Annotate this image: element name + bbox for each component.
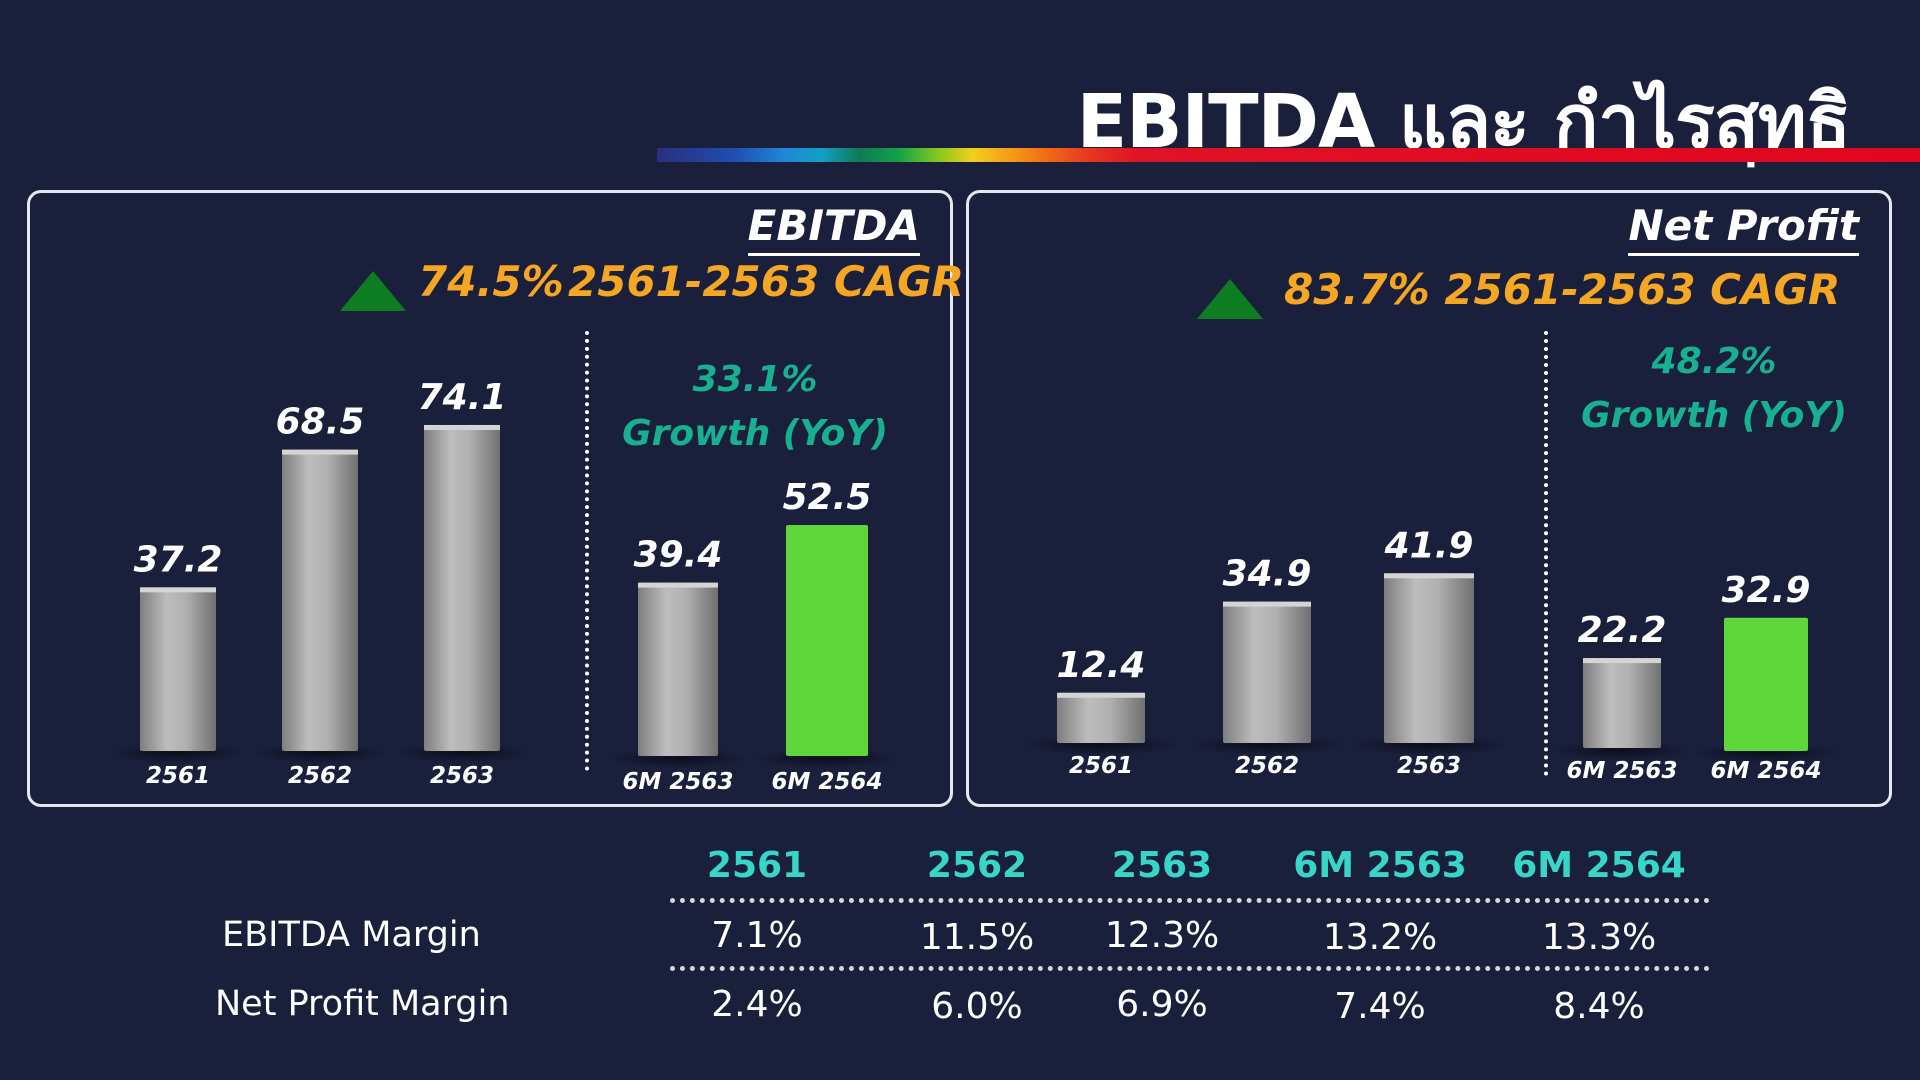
bar-2562: [1223, 601, 1311, 743]
category-label: 2561: [146, 763, 210, 789]
table-header-2561: 2561: [706, 845, 808, 886]
bar-2562: [282, 449, 358, 751]
category-label: 2562: [1235, 753, 1299, 779]
data-label: 74.1: [418, 377, 507, 418]
ebitda-chart-panel: EBITDA 74.5% 2561-2563 CAGR 33.1% Growth…: [27, 190, 964, 807]
net-profit-growth-label: Growth (YoY): [1581, 395, 1847, 436]
category-label: 2563: [1397, 753, 1461, 779]
data-label: 37.2: [134, 539, 223, 580]
bar-top-highlight: [1384, 573, 1474, 579]
net-profit-bar-chart: 12.4 2561 34.9 2562 41.9 2563 22.2 6M 2563 32.9 6…: [1021, 525, 1842, 784]
bar-6m-2563: [1583, 658, 1661, 748]
ebitda-cagr-period: 2561-2563 CAGR: [568, 257, 964, 306]
up-arrow-icon: [1197, 279, 1263, 319]
bar-2563: [424, 424, 500, 751]
net-profit-growth-value: 48.2%: [1651, 341, 1777, 382]
bar-2561: [140, 587, 216, 751]
data-label: 39.4: [634, 535, 723, 576]
table-cell: 11.5%: [919, 917, 1035, 958]
table-header-2563: 2563: [1111, 845, 1213, 886]
category-label: 6M 2563: [623, 769, 734, 795]
rainbow-accent-bar: [657, 148, 1920, 162]
data-label: 68.5: [276, 402, 365, 443]
category-label: 2563: [430, 763, 494, 789]
data-label: 34.9: [1223, 554, 1312, 595]
table-cell: 6.9%: [1116, 984, 1208, 1025]
ebitda-bar-chart: 37.2 2561 68.5 2562 74.1 2563 39.4 6M 2563 52.5 6…: [109, 377, 901, 795]
table-cell: 6.0%: [931, 986, 1023, 1027]
table-divider: [670, 966, 1710, 971]
table-header-2562: 2562: [926, 845, 1028, 886]
data-label: 22.2: [1578, 610, 1667, 651]
net-profit-growth: 48.2% Growth (YoY): [1549, 335, 1879, 443]
row-label-net-profit-margin: Net Profit Margin: [215, 984, 510, 1024]
ebitda-growth-value: 33.1%: [692, 359, 818, 400]
table-cell: 13.2%: [1322, 917, 1438, 958]
bar-2563: [1384, 573, 1474, 743]
net-profit-divider: [1544, 331, 1548, 776]
category-label: 6M 2564: [1711, 758, 1822, 784]
bar-6m-2564: [786, 525, 868, 756]
table-cell: 13.3%: [1541, 917, 1657, 958]
up-arrow-icon: [340, 271, 406, 311]
bar-top-highlight: [1223, 601, 1311, 607]
data-label: 41.9: [1384, 525, 1474, 566]
data-label: 32.9: [1722, 570, 1811, 611]
ebitda-cagr-value: 74.5%: [418, 257, 564, 306]
category-label: 2561: [1069, 753, 1133, 779]
net-profit-panel-title: Net Profit: [1628, 201, 1859, 257]
table-cell: 2.4%: [711, 984, 803, 1025]
ebitda-panel-title: EBITDA: [747, 201, 920, 257]
category-label: 2562: [288, 763, 352, 789]
net-profit-chart-panel: Net Profit 83.7% 2561-2563 CAGR 48.2% Gr…: [966, 190, 1892, 807]
bar-top-highlight: [1057, 692, 1145, 698]
bar-top-highlight: [282, 449, 358, 455]
bar-top-highlight: [140, 587, 216, 593]
table-cell: 12.3%: [1104, 915, 1220, 956]
data-label: 52.5: [783, 477, 872, 518]
ebitda-growth-label: Growth (YoY): [622, 413, 888, 454]
category-label: 6M 2564: [772, 769, 883, 795]
category-label: 6M 2563: [1567, 758, 1678, 784]
bar-6m-2564: [1724, 617, 1808, 751]
row-label-ebitda-margin: EBITDA Margin: [222, 915, 481, 955]
table-header-6m-2563: 6M 2563: [1293, 845, 1467, 886]
bar-6m-2563: [638, 582, 718, 756]
table-cell: 7.1%: [711, 915, 803, 956]
net-profit-cagr: 83.7% 2561-2563 CAGR: [1284, 265, 1841, 314]
table-divider: [670, 898, 1710, 903]
ebitda-divider: [585, 331, 589, 771]
data-label: 12.4: [1057, 645, 1146, 686]
bar-2561: [1057, 692, 1145, 743]
ebitda-growth: 33.1% Growth (YoY): [590, 353, 920, 461]
bar-top-highlight: [424, 424, 500, 430]
table-cell: 7.4%: [1334, 986, 1426, 1027]
bar-top-highlight: [638, 582, 718, 588]
bar-top-highlight: [1583, 658, 1661, 664]
table-header-6m-2564: 6M 2564: [1512, 845, 1686, 886]
table-cell: 8.4%: [1553, 986, 1645, 1027]
slide-title: EBITDA และ กำไรสุทธิ: [1076, 79, 1851, 165]
